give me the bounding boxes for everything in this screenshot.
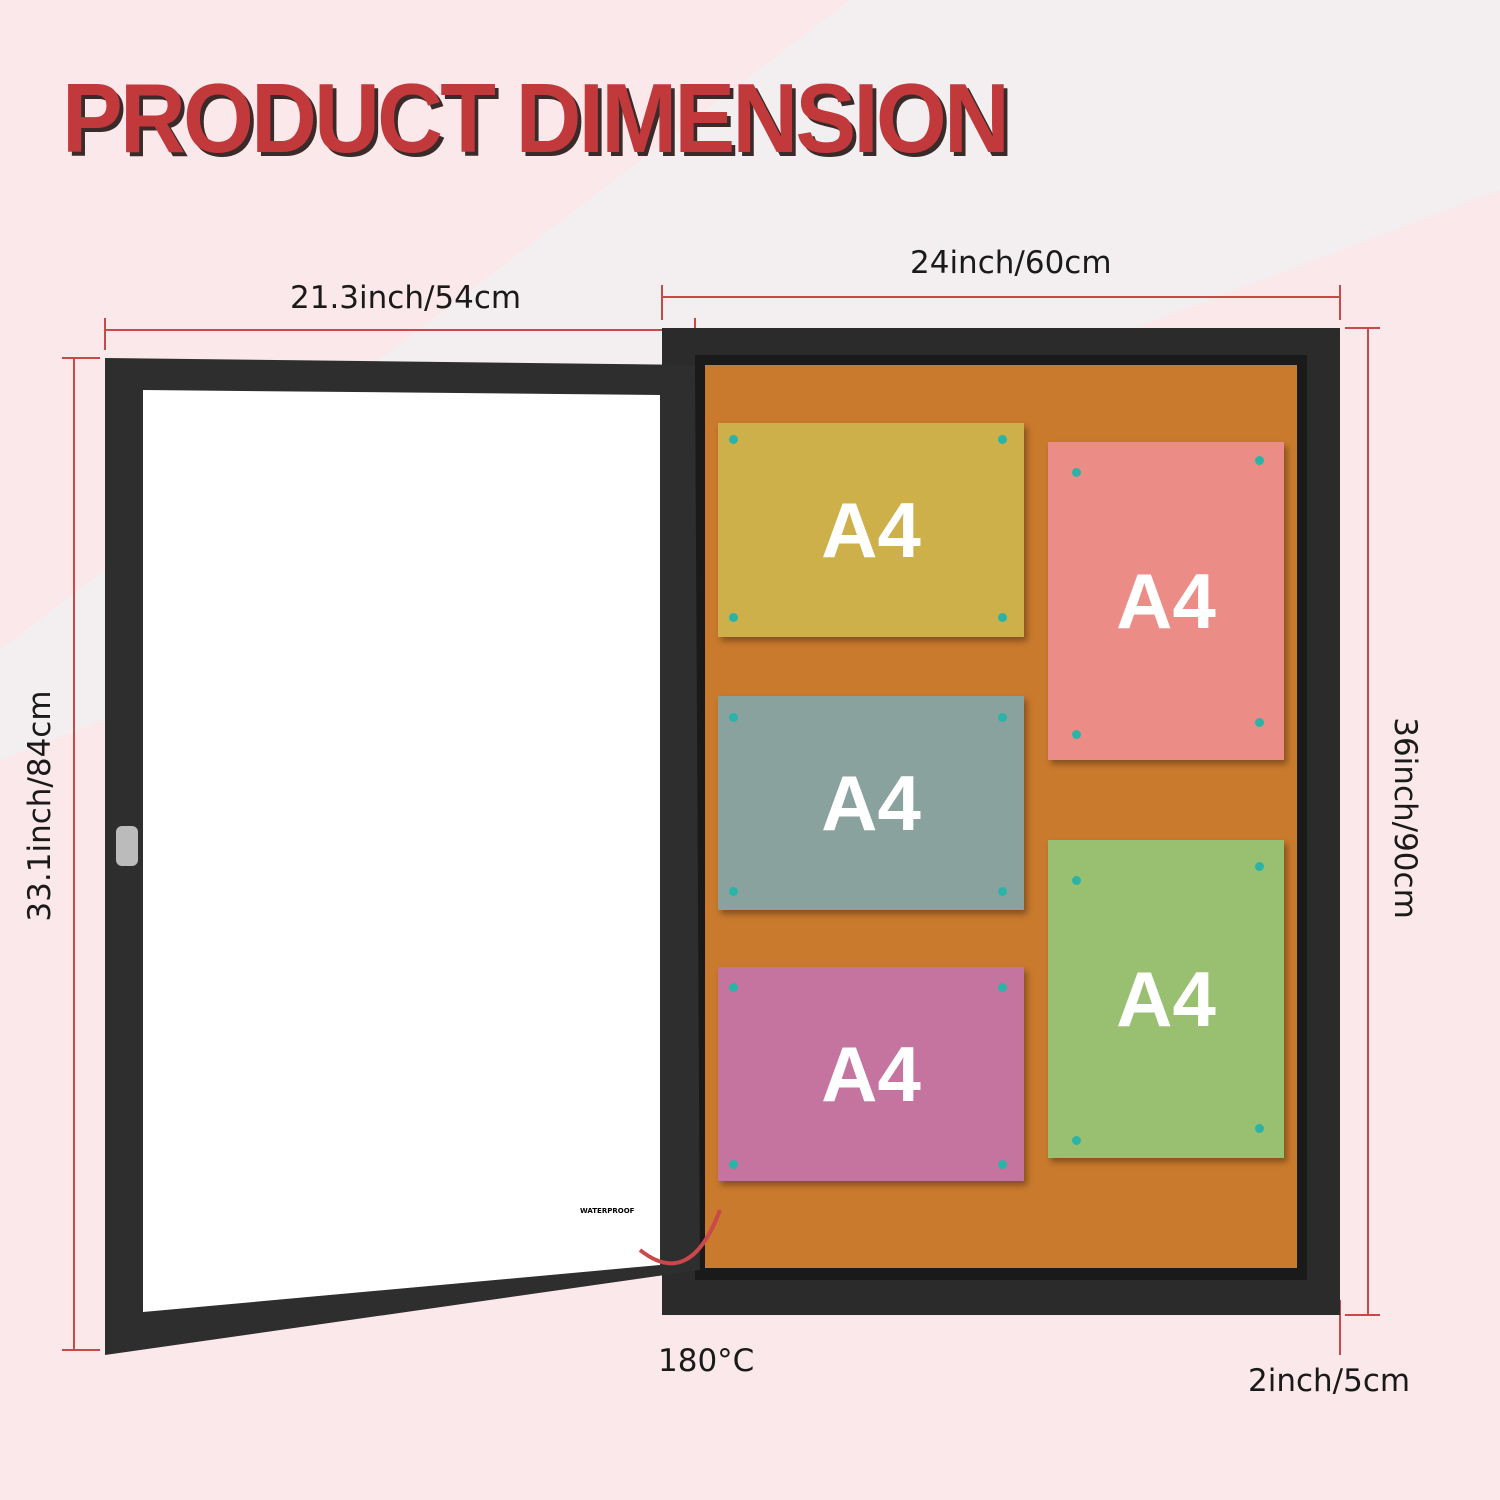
- pin-icon: [998, 887, 1007, 896]
- pin-icon: [729, 435, 738, 444]
- waterproof-badge: WATERPROOF: [580, 1207, 635, 1215]
- pin-icon: [998, 983, 1007, 992]
- door-height-label: 33.1inch/84cm: [22, 690, 58, 922]
- pin-icon: [998, 713, 1007, 722]
- pin-icon: [998, 1160, 1007, 1169]
- dimension-lines: [62, 285, 1380, 1355]
- door-width-label: 21.3inch/54cm: [290, 280, 522, 316]
- pin-icon: [729, 887, 738, 896]
- paper-a4-gray: A4: [718, 696, 1024, 910]
- pin-icon: [729, 983, 738, 992]
- pin-icon: [1255, 718, 1264, 727]
- pin-icon: [1255, 1124, 1264, 1133]
- paper-a4-pink: A4: [1048, 442, 1284, 760]
- depth-label: 2inch/5cm: [1248, 1363, 1411, 1399]
- pin-icon: [998, 613, 1007, 622]
- board-height-label: 36inch/90cm: [1387, 717, 1423, 919]
- lock-icon: [116, 826, 138, 866]
- paper-a4-purple: A4: [718, 967, 1024, 1181]
- pin-icon: [1072, 730, 1081, 739]
- page-title: PRODUCT DIMENSION: [62, 63, 1010, 173]
- board-width-label: 24inch/60cm: [910, 245, 1112, 281]
- pin-icon: [1072, 468, 1081, 477]
- glass-panel: [143, 390, 660, 1312]
- paper-a4-yellow: A4: [718, 423, 1024, 637]
- rotation-arrow-icon: [638, 1209, 722, 1266]
- pin-icon: [1072, 876, 1081, 885]
- pin-icon: [729, 713, 738, 722]
- paper-a4-green: A4: [1048, 840, 1284, 1158]
- water-splash-icon: [574, 1163, 638, 1227]
- pin-icon: [1072, 1136, 1081, 1145]
- pin-icon: [1255, 456, 1264, 465]
- pin-icon: [1255, 862, 1264, 871]
- pin-icon: [729, 613, 738, 622]
- pin-icon: [998, 435, 1007, 444]
- opening-angle-label: 180°C: [658, 1343, 755, 1379]
- pin-icon: [729, 1160, 738, 1169]
